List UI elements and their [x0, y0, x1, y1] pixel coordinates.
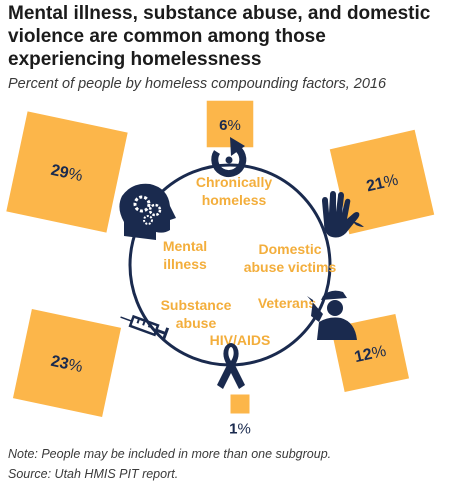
infographic: 6% 21% 12% 1% 23% 29% Chronically homeless Dome…: [6, 100, 435, 438]
chart-notes: Note: People may be included in more tha…: [8, 444, 444, 484]
category-label-domestic-abuse-victims: Domestic abuse victims: [244, 241, 337, 275]
hand-icon: [322, 191, 364, 238]
value-box-chronically-homeless: [206, 100, 254, 148]
value-box-hiv-aids: [230, 394, 250, 414]
value-label-substance-abuse: 23%: [49, 353, 84, 376]
value-box-mental-illness: [6, 111, 128, 233]
value-box-substance-abuse: [12, 308, 122, 418]
source-note: Source: Utah HMIS PIT report.: [8, 467, 179, 481]
chart-title: Mental illness, substance abuse, and dom…: [8, 3, 431, 70]
saluting-soldier-icon: [307, 290, 357, 340]
category-label-chronically-homeless: Chronically homeless: [196, 174, 272, 208]
value-label-veterans: 12%: [353, 343, 388, 366]
circular-arrow-icon: [211, 137, 247, 178]
box-hiv-aids: 1%: [229, 394, 251, 438]
value-box-domestic-abuse-victims: [329, 129, 435, 235]
value-label-mental-illness: 29%: [49, 162, 84, 185]
category-label-substance-abuse: Substance abuse: [161, 297, 232, 331]
head-gears-icon: [119, 183, 176, 240]
syringe-icon: [120, 314, 170, 340]
category-label-hiv-aids: HIV/AIDS: [210, 332, 271, 348]
category-label-veterans: Veterans: [258, 295, 317, 311]
box-substance-abuse: 23%: [12, 308, 122, 418]
value-label-chronically-homeless: 6%: [219, 117, 241, 134]
category-label-mental-illness: Mental illness: [163, 238, 207, 272]
value-label-domestic-abuse-victims: 21%: [365, 172, 400, 196]
box-mental-illness: 29%: [6, 111, 128, 233]
box-chronically-homeless: 6%: [206, 100, 254, 148]
chart-subtitle: Percent of people by homeless compoundin…: [8, 76, 387, 92]
footnote: Note: People may be included in more tha…: [8, 447, 332, 461]
box-domestic-abuse-victims: 21%: [329, 129, 435, 235]
awareness-ribbon-icon: [217, 343, 245, 389]
value-label-hiv-aids: 1%: [229, 421, 251, 438]
